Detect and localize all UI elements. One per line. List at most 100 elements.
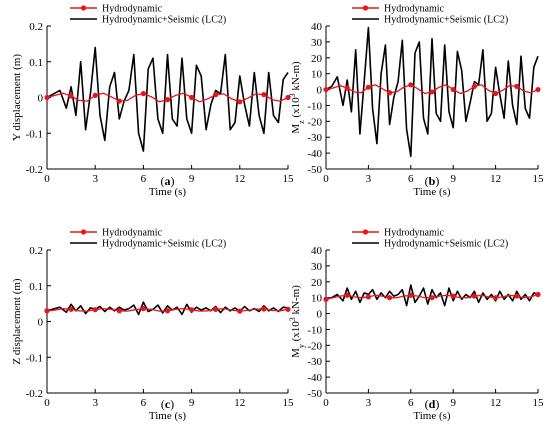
series-hydrodynamic-point (471, 293, 477, 299)
series-hydrodynamic-point (365, 84, 371, 90)
y-tick-label: -50 (307, 164, 322, 176)
y-tick-label: 0.2 (29, 245, 43, 257)
legend-marker (362, 229, 369, 235)
y-axis-label-part: 3 (288, 93, 297, 97)
x-tick-label: 15 (283, 173, 295, 185)
y-axis-label: Mz (x103 kN-m) (288, 61, 306, 134)
y-axis-label-part: 3 (288, 317, 297, 321)
series-hydrodynamic-point (116, 308, 122, 314)
y-axis-label-part: (x10 (290, 97, 302, 120)
panel-caption-close: ) (435, 397, 439, 411)
series-hydrodynamic-point (323, 86, 329, 93)
x-tick-label: 9 (450, 397, 456, 409)
series-hydrodynamic-point (387, 295, 393, 301)
y-tick-label: 0.1 (29, 57, 43, 69)
y-axis-label-part: M (290, 124, 302, 134)
series-hydrodynamic-point (237, 308, 243, 314)
panel-caption: (c) (161, 397, 174, 411)
y-axis-label-part: kN-m) (290, 61, 302, 93)
x-tick-label: 3 (366, 173, 372, 185)
legend-marker (362, 5, 369, 11)
y-tick-label: 30 (311, 37, 323, 49)
y-axis-label-part: kN-m) (290, 285, 302, 317)
y-tick-label: 10 (311, 293, 323, 305)
x-tick-label: 12 (234, 173, 245, 185)
series-hydrodynamic-point (429, 295, 435, 301)
series-hydrodynamic-point (535, 291, 541, 298)
x-tick-label: 6 (141, 173, 147, 185)
x-tick-label: 15 (533, 173, 545, 185)
y-tick-label: 0 (38, 93, 44, 105)
x-tick-label: 3 (92, 397, 98, 409)
y-tick-label: -40 (307, 372, 322, 384)
series-hydrodynamic-point (92, 307, 98, 313)
panel-caption-open: ( (425, 397, 429, 411)
x-tick-label: 0 (323, 173, 329, 185)
panel-c: -0.2 -0.1 0 0.1 0.2 0 3 6 9 12 15 Time (s) Z displac… (11, 228, 294, 423)
series-hydrodynamic-point (514, 83, 520, 89)
series-hydrodynamic-point (344, 85, 350, 91)
x-tick-label: 3 (92, 173, 98, 185)
series-hydrodynamic-point (429, 89, 435, 95)
y-tick-label: -20 (307, 340, 322, 352)
series-hydrodynamic-point (68, 306, 74, 312)
panel-caption-letter: d (429, 397, 436, 411)
series-hydrodynamic-point (213, 92, 219, 98)
y-tick-label: -10 (307, 100, 322, 112)
series-hydrodynamic-point (44, 308, 50, 314)
y-tick-label: -0.2 (26, 164, 43, 176)
y-tick-label: 0.1 (29, 281, 43, 293)
y-tick-label: -50 (307, 388, 322, 400)
y-tick-label: 0 (38, 317, 44, 329)
y-tick-label: 10 (311, 69, 323, 81)
panel-caption-letter: a (165, 174, 171, 188)
x-axis-label: Time (s) (149, 410, 187, 422)
y-axis-label-part: y (297, 344, 306, 348)
legend-entry: Hydrodynamic+Seismic (LC2) (384, 15, 508, 26)
y-tick-label: -20 (307, 116, 322, 128)
y-axis-label: Y displacement (m) (11, 54, 23, 141)
panel-caption-open: ( (161, 174, 165, 188)
panel-caption-letter: b (429, 174, 436, 188)
y-tick-label: -10 (307, 324, 322, 336)
series-hydrodynamic-point (189, 307, 195, 313)
panel-caption: (a) (161, 174, 175, 188)
y-tick-label: -40 (307, 148, 322, 160)
x-tick-label: 6 (408, 397, 414, 409)
x-tick-label: 0 (44, 173, 50, 185)
x-tick-label: 0 (323, 397, 329, 409)
panel-caption-open: ( (425, 174, 429, 188)
y-axis-label: Z displacement (m) (11, 278, 23, 364)
series-hydrodynamic-point (493, 295, 499, 301)
series-hydrodynamic-point (344, 292, 350, 298)
x-axis-label: Time (s) (413, 186, 451, 198)
legend-entry: Hydrodynamic+Seismic (LC2) (102, 239, 226, 250)
y-tick-label: 0 (317, 85, 323, 97)
series-hydrodynamic-point (237, 99, 243, 105)
y-tick-label: -30 (307, 356, 322, 368)
panel-caption-close: ) (435, 174, 439, 188)
panel-caption-open: ( (161, 397, 165, 411)
legend-entry: Hydrodynamic (384, 4, 445, 15)
y-tick-label: -0.1 (26, 128, 43, 140)
legend-entry: Hydrodynamic (102, 228, 163, 239)
panel-caption: (d) (425, 397, 440, 411)
panel-caption-close: ) (171, 174, 175, 188)
legend-entry: Hydrodynamic (102, 4, 163, 15)
y-tick-label: 40 (311, 245, 323, 257)
y-axis-label-part: M (290, 348, 302, 358)
y-tick-label: -0.2 (26, 388, 43, 400)
series-hydrodynamic-point (408, 82, 414, 88)
x-tick-label: 15 (533, 397, 545, 409)
series-seismic-line (325, 284, 539, 307)
x-tick-label: 0 (44, 397, 50, 409)
y-tick-label: 20 (311, 277, 323, 289)
y-tick-label: 20 (311, 53, 323, 65)
series-hydrodynamic-point (450, 293, 456, 299)
panel-b: -50 -40 -30 -20 -10 0 10 20 30 40 0 3 6 9 12 15 Time (s)… (288, 4, 545, 199)
series-hydrodynamic-point (92, 92, 98, 98)
legend-entry: Hydrodynamic+Seismic (LC2) (102, 15, 226, 26)
legend-entry: Hydrodynamic (384, 228, 445, 239)
legend-entry: Hydrodynamic+Seismic (LC2) (384, 239, 508, 250)
series-hydrodynamic-point (285, 94, 291, 101)
